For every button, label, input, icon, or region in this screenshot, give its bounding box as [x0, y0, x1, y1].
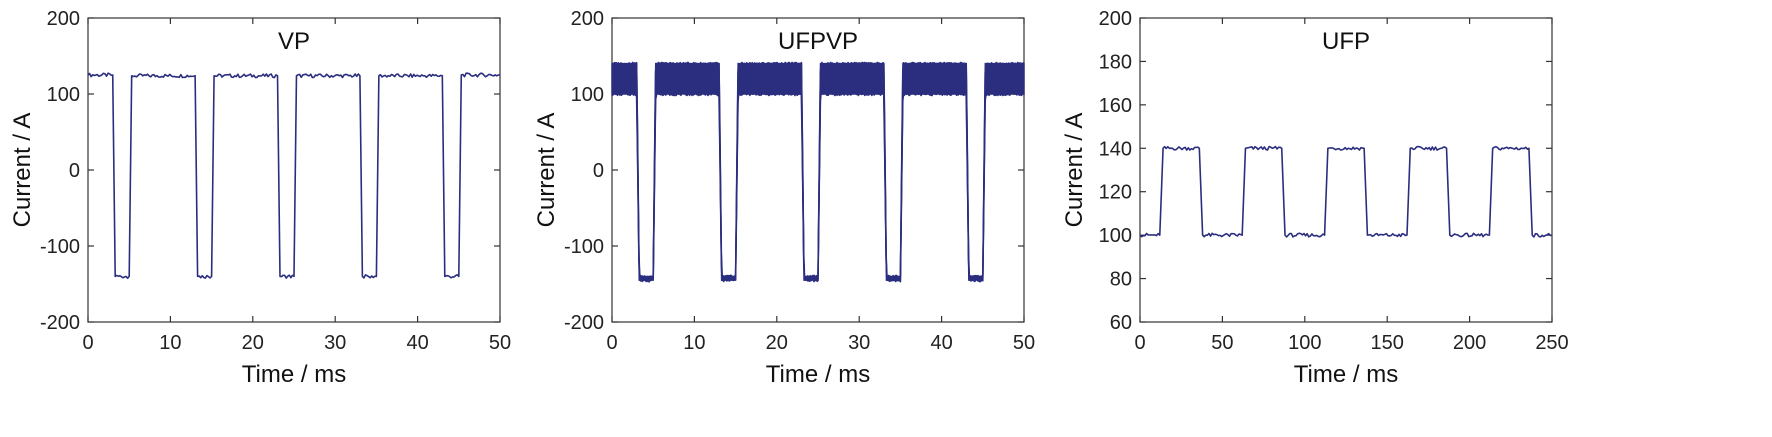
x-tick-label: 30 — [848, 332, 870, 354]
x-tick-label: 40 — [930, 332, 952, 354]
y-tick-label: 100 — [47, 84, 80, 106]
x-tick-label: 250 — [1535, 332, 1568, 354]
y-axis-label: Current / A — [9, 113, 36, 228]
y-tick-label: -100 — [564, 236, 604, 258]
y-tick-label: 60 — [1110, 312, 1132, 334]
y-tick-label: 180 — [1099, 51, 1132, 73]
panel-title: VP — [278, 28, 310, 55]
x-axis-label: Time / ms — [1294, 361, 1398, 388]
x-tick-label: 50 — [1013, 332, 1035, 354]
x-tick-label: 10 — [683, 332, 705, 354]
y-tick-label: 100 — [1099, 225, 1132, 247]
y-tick-label: -200 — [40, 312, 80, 334]
series-line — [87, 72, 501, 280]
x-tick-label: 40 — [406, 332, 428, 354]
chart-panel-1: 0 10 20 30 40 50 -200 -100 0 100 200 Time / ms Curre… — [9, 8, 511, 388]
panel-title: UFP — [1322, 28, 1370, 55]
y-tick-label: 0 — [593, 160, 604, 182]
x-tick-label: 30 — [324, 332, 346, 354]
series-lower-edge — [611, 91, 1025, 283]
y-tick-label: 100 — [571, 84, 604, 106]
y-axis-label: Current / A — [533, 113, 560, 228]
x-axis-label: Time / ms — [242, 361, 346, 388]
x-tick-label: 100 — [1288, 332, 1321, 354]
y-tick-label: 200 — [47, 8, 80, 30]
y-tick-label: 200 — [1099, 8, 1132, 30]
x-tick-label: 200 — [1453, 332, 1486, 354]
x-tick-label: 10 — [159, 332, 181, 354]
x-tick-label: 150 — [1371, 332, 1404, 354]
x-tick-label: 0 — [82, 332, 93, 354]
y-tick-label: -200 — [564, 312, 604, 334]
y-axis-label: Current / A — [1061, 113, 1088, 228]
x-tick-label: 20 — [242, 332, 264, 354]
chart-panel-3: 0 50 100 150 200 250 60 80 100 120 140 160 180 200 Tim… — [1061, 8, 1569, 388]
x-tick-label: 20 — [766, 332, 788, 354]
y-tick-label: 0 — [69, 160, 80, 182]
y-tick-label: 160 — [1099, 95, 1132, 117]
y-tick-label: -100 — [40, 236, 80, 258]
series-line — [1139, 145, 1553, 238]
x-tick-label: 50 — [489, 332, 511, 354]
x-tick-label: 0 — [606, 332, 617, 354]
chart-panel-2: 0 10 20 30 40 50 -200 -100 0 100 200 Time / ms Curre… — [533, 8, 1035, 388]
y-tick-label: 80 — [1110, 269, 1132, 291]
y-tick-label: 200 — [571, 8, 604, 30]
plot-area-frame — [1139, 17, 1553, 323]
panel-title: UFPVP — [778, 28, 858, 55]
y-tick-label: 120 — [1099, 182, 1132, 204]
y-tick-label: 140 — [1099, 138, 1132, 160]
x-tick-label: 0 — [1134, 332, 1145, 354]
x-tick-label: 50 — [1211, 332, 1233, 354]
x-axis-label: Time / ms — [766, 361, 870, 388]
